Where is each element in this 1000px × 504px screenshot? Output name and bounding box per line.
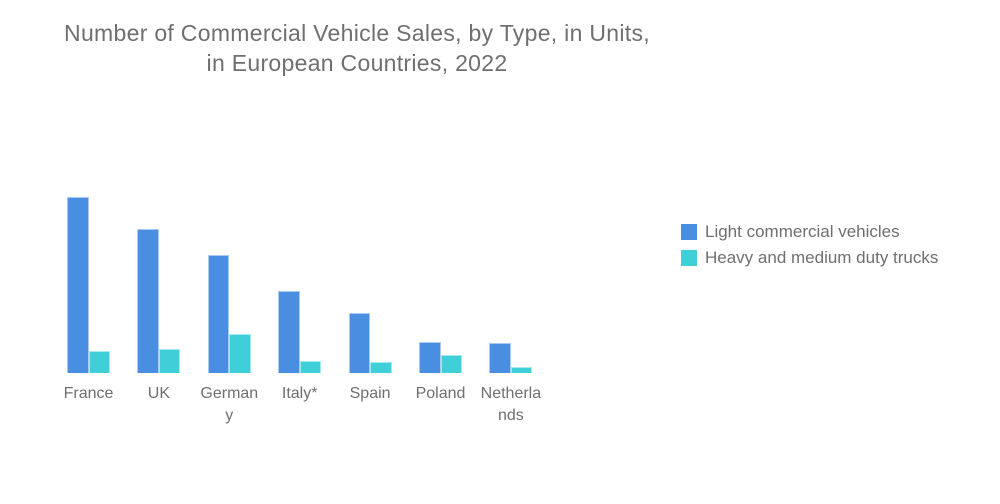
x-axis-label-poland: Poland <box>415 385 466 402</box>
bar-light-commercial-vehicles-italy <box>278 291 300 373</box>
x-axis-label-germany: German y <box>200 385 259 424</box>
legend-swatch-heavy-and-medium-duty-trucks-icon <box>681 250 697 266</box>
legend: Light commercial vehicles Heavy and medi… <box>681 219 938 271</box>
legend-swatch-light-commercial-vehicles-icon <box>681 224 697 240</box>
bar-light-commercial-vehicles-poland <box>419 342 441 373</box>
bar-heavy-and-medium-duty-trucks-france <box>88 351 110 373</box>
bar-light-commercial-vehicles-spain <box>348 313 371 373</box>
chart-title: Number of Commercial Vehicle Sales, by T… <box>64 20 650 76</box>
x-axis-label-france: France <box>63 385 114 402</box>
bar-light-commercial-vehicles-netherlands <box>489 343 511 373</box>
bar-light-commercial-vehicles-france <box>67 197 89 373</box>
bar-light-commercial-vehicles-germany <box>207 255 230 373</box>
bar-heavy-and-medium-duty-trucks-germany <box>229 334 251 373</box>
legend-item-light-commercial-vehicles: Light commercial vehicles <box>681 219 938 245</box>
x-axis-label-netherlands: Netherla nds <box>480 385 542 424</box>
bar-heavy-and-medium-duty-trucks-italy <box>299 361 322 373</box>
bar-heavy-and-medium-duty-trucks-spain <box>370 362 392 373</box>
bar-heavy-and-medium-duty-trucks-netherlands <box>510 367 533 373</box>
x-axis-label-uk: UK <box>147 385 170 402</box>
bar-light-commercial-vehicles-uk <box>137 229 159 373</box>
x-axis-label-spain: Spain <box>349 385 391 402</box>
x-axis-label-italy: Italy* <box>281 385 318 402</box>
legend-label-light-commercial-vehicles: Light commercial vehicles <box>705 222 900 241</box>
bar-heavy-and-medium-duty-trucks-poland <box>440 355 462 373</box>
bar-heavy-and-medium-duty-trucks-uk <box>158 349 181 373</box>
legend-label-heavy-and-medium-duty-trucks: Heavy and medium duty trucks <box>705 248 939 267</box>
legend-item-heavy-and-medium-duty-trucks: Heavy and medium duty trucks <box>681 245 938 271</box>
